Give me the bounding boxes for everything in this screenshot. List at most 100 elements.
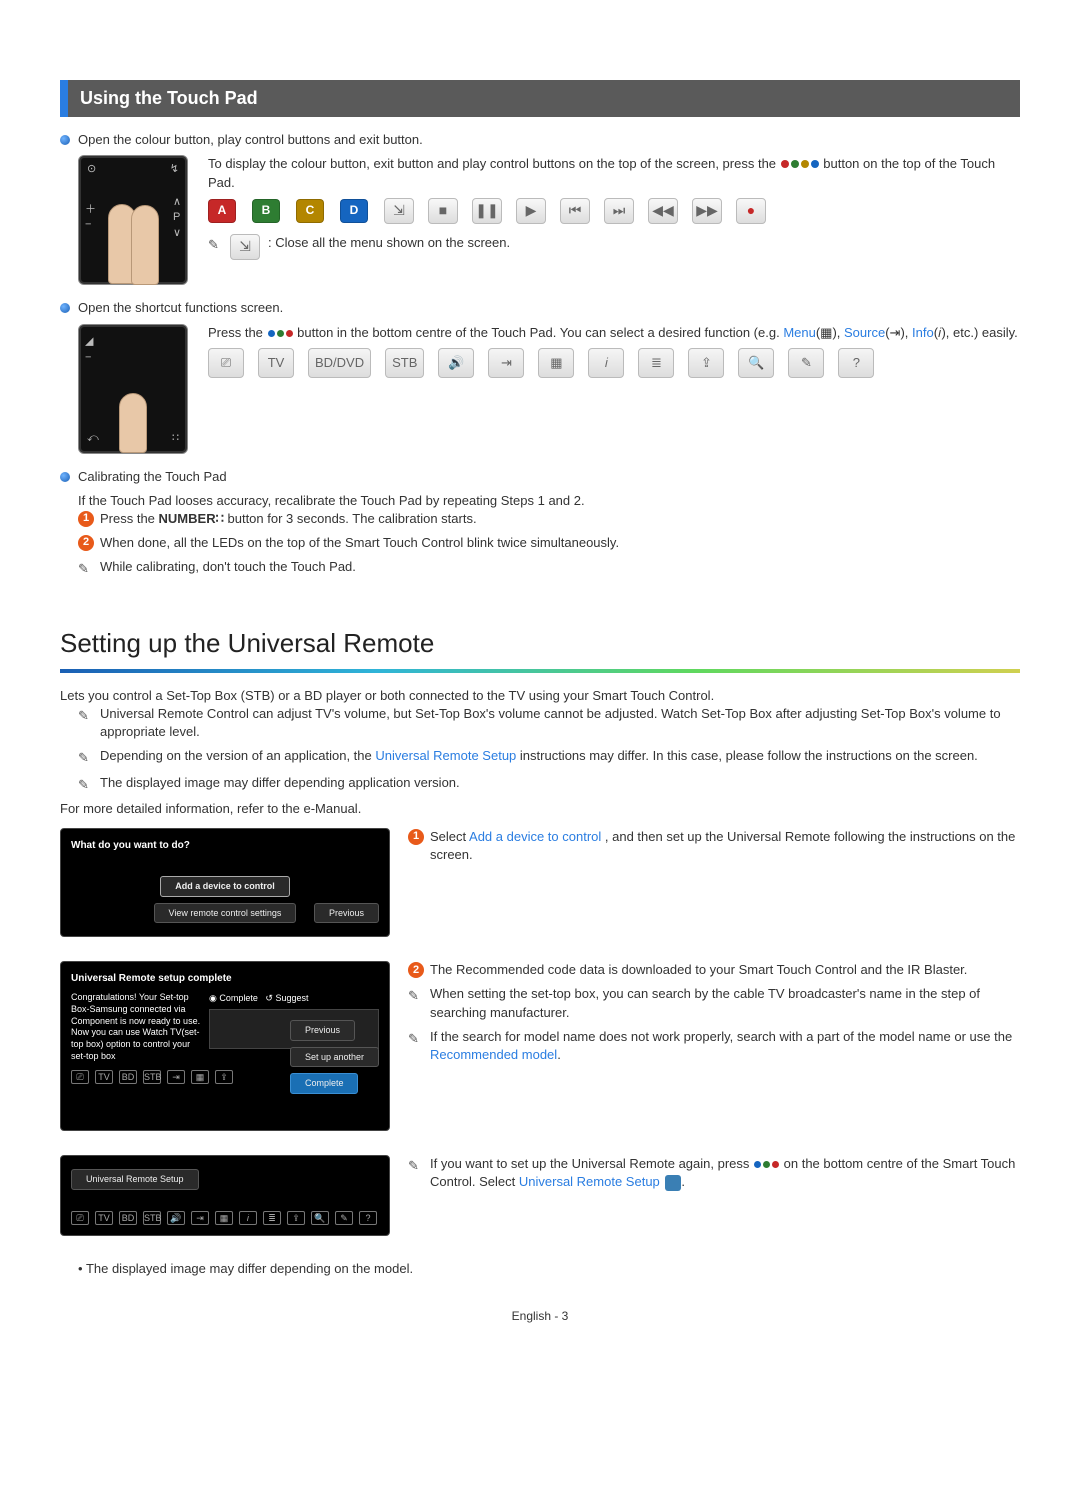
item2-body: Press the button in the bottom centre of… — [208, 324, 1020, 454]
scr2-setup-another-button[interactable]: Set up another — [290, 1047, 379, 1068]
finger-illustration — [108, 204, 136, 284]
scr2-complete-button[interactable]: Complete — [290, 1073, 359, 1094]
shortcut-icon: 🔊 — [438, 348, 474, 378]
colour-button-a: A — [208, 199, 236, 223]
playback-icon: ▶▶ — [692, 198, 722, 224]
item3-heading: Calibrating the Touch Pad — [78, 468, 227, 486]
shortcut-icon: ? — [838, 348, 874, 378]
s2-note1-text: Universal Remote Control can adjust TV's… — [100, 705, 1020, 741]
disclaimer-text: The displayed image may differ depending… — [86, 1261, 413, 1276]
bullet-open-colour: Open the colour button, play control but… — [60, 131, 1020, 149]
footer-page: 3 — [562, 1309, 569, 1323]
section2-intro: Lets you control a Set-Top Box (STB) or … — [60, 687, 1020, 705]
s2-step2: 2 The Recommended code data is downloade… — [408, 961, 1020, 979]
playback-icon: ⏭ — [604, 198, 634, 224]
page-footer: English - 3 — [60, 1308, 1020, 1325]
item1-body: To display the colour button, exit butto… — [208, 155, 1020, 285]
scr2-msg: Congratulations! Your Set-top Box-Samsun… — [71, 992, 201, 1062]
s2-note3-text: The displayed image may differ depending… — [100, 774, 460, 792]
scr1-view-settings-button[interactable]: View remote control settings — [154, 903, 297, 924]
item3-body-text: If the Touch Pad looses accuracy, recali… — [78, 492, 1020, 510]
scr1-previous-button[interactable]: Previous — [314, 903, 379, 924]
playback-icon: ❚❚ — [472, 198, 502, 224]
s2-note2: ✎ Depending on the version of an applica… — [78, 747, 1020, 767]
item1-body-pre: To display the colour button, exit butto… — [208, 156, 780, 171]
playback-icon: ▶ — [516, 198, 546, 224]
menu-link: Menu — [783, 325, 816, 340]
s2-step3: ✎ If you want to set up the Universal Re… — [408, 1155, 1020, 1191]
note-icon: ✎ — [408, 1030, 424, 1048]
note-icon: ✎ — [78, 776, 94, 794]
item1-note: : Close all the menu shown on the screen… — [268, 234, 510, 252]
bullet-icon — [60, 472, 70, 482]
calib-note-text: While calibrating, don't touch the Touch… — [100, 558, 356, 576]
shortcut-icon: ⎚ — [208, 348, 244, 378]
step1-badge: 1 — [408, 829, 424, 845]
exit-icon: ⇲ — [230, 234, 260, 260]
bullet-shortcut: Open the shortcut functions screen. — [60, 299, 1020, 317]
three-dot-button-icon — [753, 1156, 780, 1171]
shortcut-icon: ⇪ — [688, 348, 724, 378]
s2-step2-text: The Recommended code data is downloaded … — [430, 961, 967, 979]
shortcut-icon: ▦ — [538, 348, 574, 378]
note-icon: ✎ — [208, 236, 224, 254]
item2-tail: , etc.) easily. — [946, 325, 1018, 340]
step1-post: button for 3 seconds. The calibration st… — [228, 511, 477, 526]
playback-icon: ◀◀ — [648, 198, 678, 224]
shortcut-icon-row: ⎚TVBD/DVDSTB🔊⇥▦𝑖≣⇪🔍✎? — [208, 348, 1020, 378]
calib-note: ✎ While calibrating, don't touch the Tou… — [78, 558, 1020, 578]
scr2-title: Universal Remote setup complete — [71, 972, 379, 986]
scr1-q: What do you want to do? — [71, 839, 379, 853]
section2-title: Setting up the Universal Remote — [60, 615, 1020, 669]
step1-pre: Press the — [100, 511, 159, 526]
shortcut-icon: TV — [258, 348, 294, 378]
scr2-complete-label: Complete — [219, 993, 258, 1003]
scr3-iconbar: ⎚TVBDSTB🔊⇥▦𝑖≣⇪🔍✎? — [71, 1211, 379, 1225]
s2-note2-post: instructions may differ. In this case, p… — [520, 748, 978, 763]
s2-step2-note1: ✎ When setting the set-top box, you can … — [408, 985, 1020, 1021]
calib-step-2: 2 When done, all the LEDs on the top of … — [78, 534, 1020, 552]
colour-button-c: C — [296, 199, 324, 223]
note-icon: ✎ — [78, 560, 94, 578]
shortcut-icon: BD/DVD — [308, 348, 371, 378]
shortcut-icon: STB — [385, 348, 424, 378]
universal-remote-setup-link: Universal Remote Setup — [375, 748, 516, 763]
colour-and-control-row: ABCD⇲■❚❚▶⏮⏭◀◀▶▶● — [208, 198, 1020, 224]
four-colour-dots-icon — [780, 156, 824, 171]
shortcut-icon: ⇥ — [488, 348, 524, 378]
playback-icon: ● — [736, 198, 766, 224]
footer-lang: English — [512, 1309, 551, 1323]
screenshot-setup-complete: Universal Remote setup complete Congratu… — [60, 961, 390, 1131]
add-device-link: Add a device to control — [469, 829, 601, 844]
shortcut-icon: 🔍 — [738, 348, 774, 378]
scr2-previous-button[interactable]: Previous — [290, 1020, 355, 1041]
title-underline — [60, 669, 1020, 673]
screenshot-remote-setup-bar: Universal Remote Setup ⎚TVBDSTB🔊⇥▦𝑖≣⇪🔍✎? — [60, 1155, 390, 1236]
finger-illustration — [119, 393, 147, 453]
bullet-calibrate: Calibrating the Touch Pad — [60, 468, 1020, 486]
section-heading-touchpad: Using the Touch Pad — [60, 80, 1020, 117]
three-dot-button-icon — [267, 325, 294, 340]
step2-badge: 2 — [408, 962, 424, 978]
info-link: Info — [912, 325, 934, 340]
note-icon: ✎ — [78, 749, 94, 767]
step1-number: NUMBER — [159, 511, 216, 526]
shortcut-icon: ✎ — [788, 348, 824, 378]
s2-note1: ✎ Universal Remote Control can adjust TV… — [78, 705, 1020, 741]
s2-note2-pre: Depending on the version of an applicati… — [100, 748, 375, 763]
scr1-add-device-button[interactable]: Add a device to control — [160, 876, 290, 897]
shortcut-icon: ≣ — [638, 348, 674, 378]
screenshot-row-1: What do you want to do? Add a device to … — [60, 828, 1020, 951]
item1-heading: Open the colour button, play control but… — [78, 131, 423, 149]
scr2-suggest-label: Suggest — [275, 993, 308, 1003]
calib-step-1: 1 Press the NUMBER∷ button for 3 seconds… — [78, 510, 1020, 528]
source-link: Source — [844, 325, 885, 340]
colour-button-b: B — [252, 199, 280, 223]
item2-heading: Open the shortcut functions screen. — [78, 299, 283, 317]
touchpad-illustration-top: ⊙↯ ＋−∧P∨ — [78, 155, 188, 285]
step1-badge: 1 — [78, 511, 94, 527]
s2-step1: 1 Select Add a device to control , and t… — [408, 828, 1020, 864]
scr3-title[interactable]: Universal Remote Setup — [71, 1169, 199, 1190]
s2-step3-pre: If you want to set up the Universal Remo… — [430, 1156, 753, 1171]
bullet-icon — [60, 303, 70, 313]
